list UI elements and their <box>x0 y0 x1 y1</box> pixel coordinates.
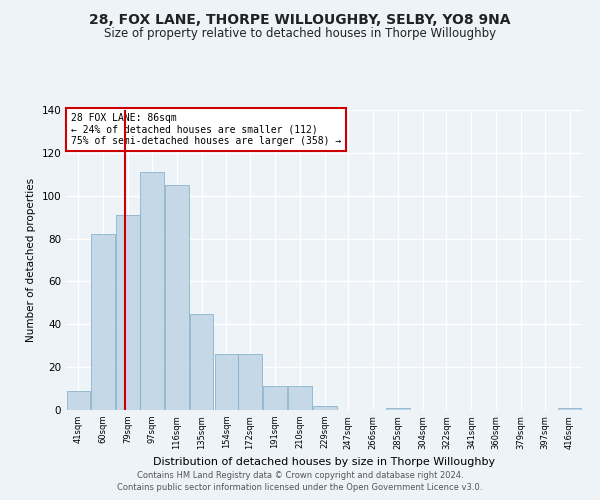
Y-axis label: Number of detached properties: Number of detached properties <box>26 178 36 342</box>
Text: Contains HM Land Registry data © Crown copyright and database right 2024.: Contains HM Land Registry data © Crown c… <box>137 471 463 480</box>
Bar <box>386 408 410 410</box>
Bar <box>140 172 164 410</box>
Bar <box>67 390 91 410</box>
Bar <box>238 354 262 410</box>
Bar <box>165 185 188 410</box>
Text: Size of property relative to detached houses in Thorpe Willoughby: Size of property relative to detached ho… <box>104 28 496 40</box>
Bar <box>557 408 581 410</box>
X-axis label: Distribution of detached houses by size in Thorpe Willoughby: Distribution of detached houses by size … <box>153 457 495 467</box>
Bar <box>263 386 287 410</box>
Text: 28, FOX LANE, THORPE WILLOUGHBY, SELBY, YO8 9NA: 28, FOX LANE, THORPE WILLOUGHBY, SELBY, … <box>89 12 511 26</box>
Bar <box>313 406 337 410</box>
Text: Contains public sector information licensed under the Open Government Licence v3: Contains public sector information licen… <box>118 484 482 492</box>
Bar <box>91 234 115 410</box>
Bar <box>116 215 140 410</box>
Text: 28 FOX LANE: 86sqm
← 24% of detached houses are smaller (112)
75% of semi-detach: 28 FOX LANE: 86sqm ← 24% of detached hou… <box>71 113 341 146</box>
Bar <box>288 386 311 410</box>
Bar <box>215 354 238 410</box>
Bar <box>190 314 214 410</box>
